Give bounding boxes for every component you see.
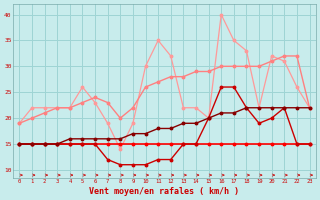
X-axis label: Vent moyen/en rafales ( km/h ): Vent moyen/en rafales ( km/h ): [90, 187, 239, 196]
